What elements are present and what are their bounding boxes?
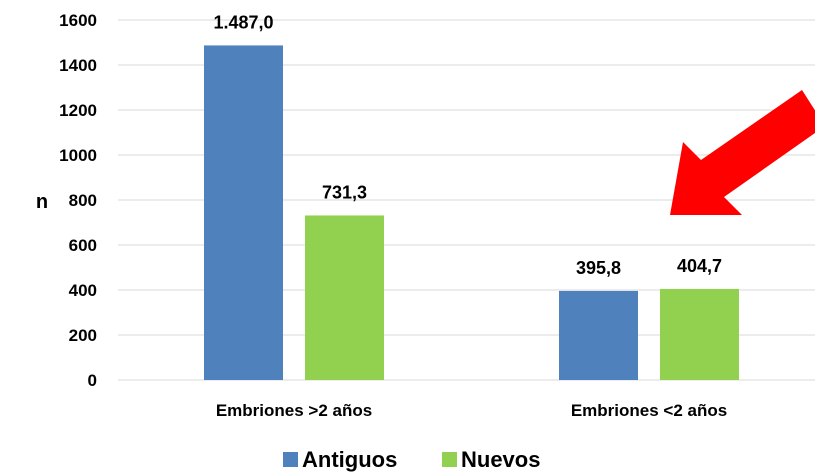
x-category-label: Embriones >2 años — [216, 401, 372, 420]
red-arrow-annotation — [670, 90, 815, 215]
y-axis-ticks: 0 200 400 600 800 1000 1200 1400 1600 — [59, 11, 97, 390]
legend-label-nuevos: Nuevos — [461, 447, 540, 472]
legend-swatch-antiguos — [283, 452, 298, 467]
y-tick-label: 200 — [69, 326, 97, 345]
data-label: 404,7 — [677, 256, 722, 276]
data-label: 1.487,0 — [213, 12, 273, 32]
y-tick-label: 800 — [69, 191, 97, 210]
bars — [204, 45, 739, 381]
data-labels: 1.487,0 731,3 395,8 404,7 — [213, 12, 722, 278]
y-tick-label: 400 — [69, 281, 97, 300]
y-tick-label: 1600 — [59, 11, 97, 30]
legend-swatch-nuevos — [442, 452, 457, 467]
x-category-label: Embriones <2 años — [571, 401, 727, 420]
bar-antiguos-1 — [204, 45, 283, 381]
bar-nuevos-1 — [305, 215, 384, 380]
y-tick-label: 0 — [88, 371, 97, 390]
bar-nuevos-2 — [660, 288, 739, 380]
data-label: 395,8 — [576, 258, 621, 278]
y-tick-label: 1000 — [59, 146, 97, 165]
legend-label-antiguos: Antiguos — [302, 447, 397, 472]
bar-antiguos-2 — [559, 290, 638, 380]
y-axis-label: n — [36, 191, 48, 213]
y-tick-label: 1400 — [59, 56, 97, 75]
category-labels: Embriones >2 años Embriones <2 años — [216, 401, 727, 420]
y-tick-label: 600 — [69, 236, 97, 255]
y-tick-label: 1200 — [59, 101, 97, 120]
data-label: 731,3 — [322, 182, 367, 202]
legend: Antiguos Nuevos — [283, 447, 540, 472]
